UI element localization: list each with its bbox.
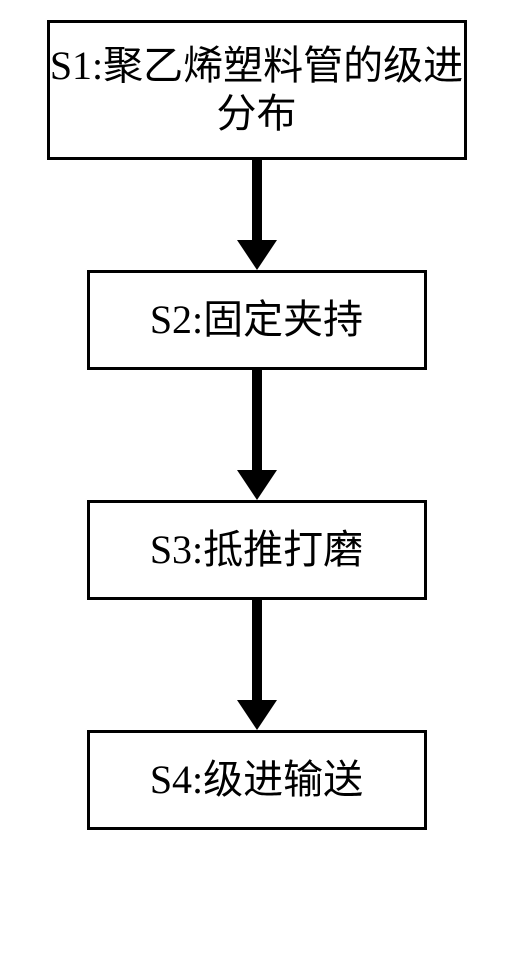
- flowchart-node-s4: S4:级进输送: [87, 730, 427, 830]
- node-label: S4:级进输送: [150, 756, 363, 804]
- arrow-head-icon: [237, 700, 277, 730]
- arrow-shaft: [252, 160, 262, 240]
- node-label: S3:抵推打磨: [150, 526, 363, 574]
- flowchart-node-s1: S1:聚乙烯塑料管的级进分布: [47, 20, 467, 160]
- flowchart-arrow-3: [237, 600, 277, 730]
- arrow-shaft: [252, 600, 262, 700]
- flowchart-arrow-1: [237, 160, 277, 270]
- flowchart-node-s3: S3:抵推打磨: [87, 500, 427, 600]
- flowchart-node-s2: S2:固定夹持: [87, 270, 427, 370]
- node-label: S2:固定夹持: [150, 296, 363, 344]
- node-label: S1:聚乙烯塑料管的级进分布: [50, 42, 464, 138]
- arrow-head-icon: [237, 470, 277, 500]
- flowchart-arrow-2: [237, 370, 277, 500]
- arrow-shaft: [252, 370, 262, 470]
- arrow-head-icon: [237, 240, 277, 270]
- flowchart-container: S1:聚乙烯塑料管的级进分布 S2:固定夹持 S3:抵推打磨 S4:级进输送: [47, 20, 467, 830]
